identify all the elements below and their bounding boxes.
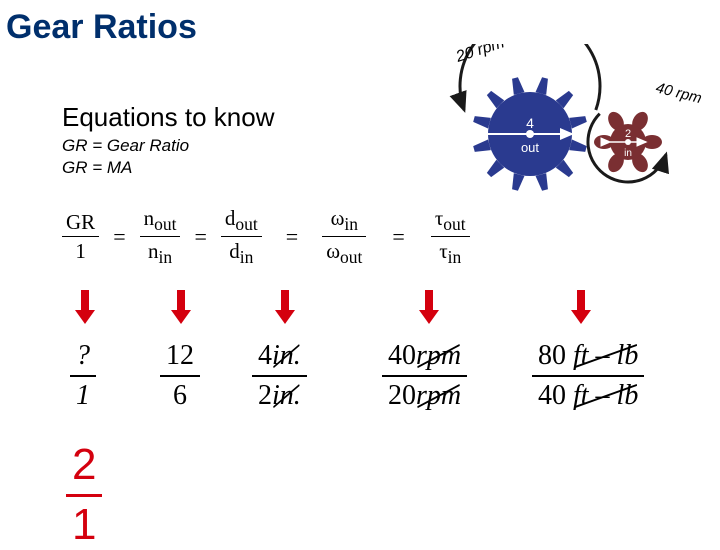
term-tau-ratio: τout τin: [431, 206, 470, 268]
term-omega-ratio: ωin ωout: [322, 206, 366, 268]
note-gr-gear-ratio: GR = Gear Ratio: [62, 136, 189, 156]
term-gr-over-1: GR 1: [62, 210, 99, 263]
arrow-down-icon: [76, 290, 94, 324]
example-torque: 80 ft – lb 40 ft – lb: [532, 340, 644, 412]
arrow-down-icon: [420, 290, 438, 324]
equals-1: =: [113, 224, 125, 250]
equals-4: =: [392, 224, 404, 250]
svg-text:out: out: [521, 140, 539, 155]
example-diameter: 4in. 2in.: [252, 340, 307, 412]
page-title: Gear Ratios: [6, 8, 197, 47]
svg-text:in: in: [624, 148, 632, 159]
arrow-down-icon: [276, 290, 294, 324]
note-gr-ma: GR = MA: [62, 158, 132, 178]
equals-3: =: [286, 224, 298, 250]
equation-row: GR 1 = nout nin = dout din = ωin ωout = …: [62, 206, 692, 268]
gear-diagram: 4 2 out in 20 rpm 40 rpm: [400, 44, 710, 214]
svg-text:4: 4: [526, 115, 534, 131]
example-rpm: 40rpm 20rpm: [382, 340, 467, 412]
answer-fraction: 21: [66, 440, 102, 550]
term-d-ratio: dout din: [221, 206, 262, 268]
gear-svg: 4 2 out in 20 rpm 40 rpm: [400, 44, 710, 214]
arrow-down-icon: [172, 290, 190, 324]
example-unknown: ?1: [70, 340, 96, 412]
arrow-down-icon: [572, 290, 590, 324]
svg-text:20 rpm: 20 rpm: [453, 44, 507, 66]
svg-text:2: 2: [625, 128, 631, 140]
example-teeth: 126: [160, 340, 200, 412]
section-heading: Equations to know: [62, 102, 274, 133]
svg-text:40 rpm: 40 rpm: [654, 79, 703, 107]
equals-2: =: [194, 224, 206, 250]
term-n-ratio: nout nin: [140, 206, 181, 268]
